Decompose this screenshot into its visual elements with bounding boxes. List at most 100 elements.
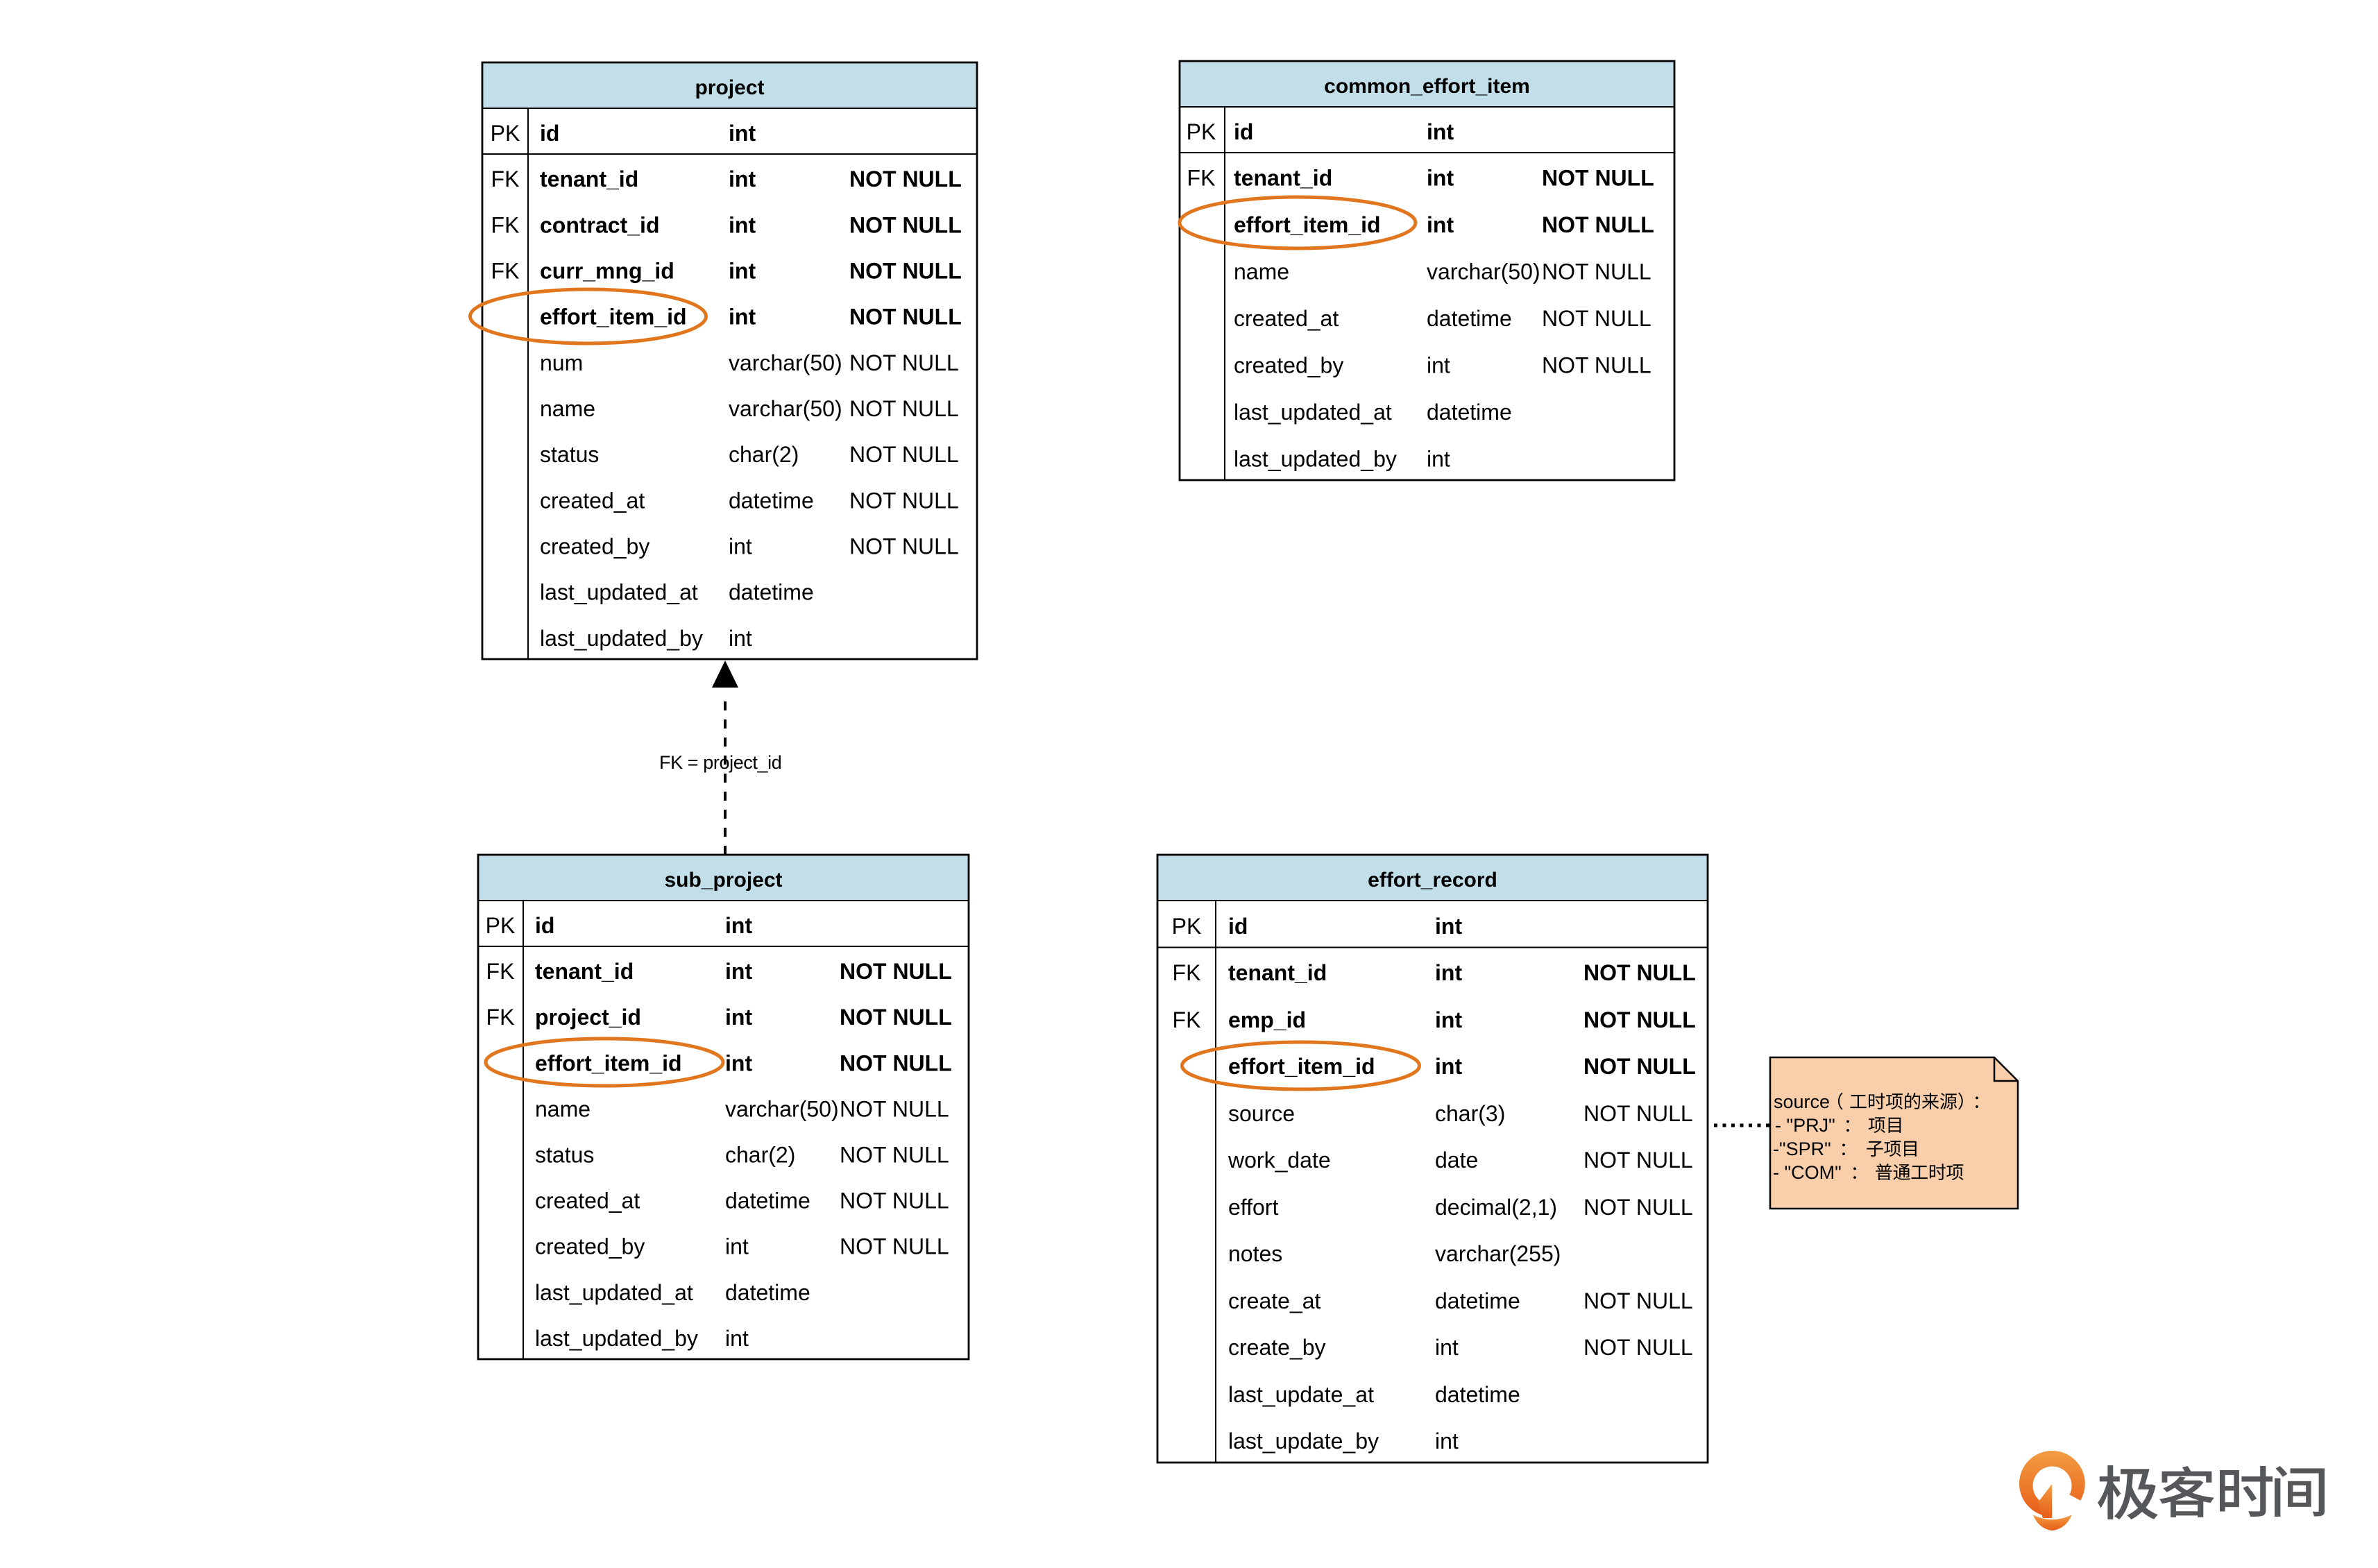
svg-text:NOT NULL: NOT NULL <box>1583 1335 1693 1360</box>
svg-text:PK: PK <box>486 913 516 938</box>
svg-text:tenant_id: tenant_id <box>1228 960 1327 985</box>
svg-text:status: status <box>540 442 599 467</box>
svg-text:int: int <box>725 1326 749 1351</box>
svg-text:int: int <box>729 534 752 559</box>
svg-text:NOT NULL: NOT NULL <box>840 959 952 984</box>
svg-text:effort_item_id: effort_item_id <box>1234 212 1381 237</box>
svg-text:date: date <box>1435 1148 1478 1173</box>
svg-text:emp_id: emp_id <box>1228 1007 1306 1032</box>
svg-text:NOT NULL: NOT NULL <box>1583 1054 1696 1079</box>
svg-text:varchar(255): varchar(255) <box>1435 1241 1561 1266</box>
svg-text:NOT NULL: NOT NULL <box>1583 1195 1693 1220</box>
svg-text:int: int <box>1427 166 1454 191</box>
svg-text:NOT NULL: NOT NULL <box>849 442 959 467</box>
svg-text:NOT NULL: NOT NULL <box>849 212 962 237</box>
svg-text:contract_id: contract_id <box>540 212 659 237</box>
svg-text:varchar(50): varchar(50) <box>725 1096 839 1121</box>
svg-text:NOT NULL: NOT NULL <box>1542 306 1651 331</box>
svg-text:name: name <box>1234 259 1289 284</box>
svg-text:NOT NULL: NOT NULL <box>849 259 962 284</box>
svg-text:FK: FK <box>491 167 520 191</box>
svg-text:int: int <box>725 959 752 984</box>
svg-text:tenant_id: tenant_id <box>1234 166 1332 191</box>
svg-text:NOT NULL: NOT NULL <box>1583 1101 1693 1126</box>
svg-text:datetime: datetime <box>1435 1382 1520 1407</box>
svg-text:effort_item_id: effort_item_id <box>1228 1054 1375 1079</box>
svg-text:int: int <box>1435 1429 1459 1454</box>
svg-text:effort_item_id: effort_item_id <box>535 1050 682 1075</box>
svg-text:NOT NULL: NOT NULL <box>849 396 959 421</box>
svg-text:last_updated_by: last_updated_by <box>535 1326 698 1351</box>
svg-text:effort_record: effort_record <box>1368 869 1497 892</box>
svg-text:NOT NULL: NOT NULL <box>1583 960 1696 985</box>
svg-text:- "COM": - "COM" <box>1773 1162 1842 1183</box>
svg-text:NOT NULL: NOT NULL <box>840 1234 949 1259</box>
svg-text:NOT NULL: NOT NULL <box>840 1050 952 1075</box>
svg-text:int: int <box>729 167 756 191</box>
svg-text:FK: FK <box>1173 960 1201 985</box>
svg-text:int: int <box>729 626 752 651</box>
svg-text:FK: FK <box>486 959 515 984</box>
svg-text:FK: FK <box>1173 1007 1201 1032</box>
svg-text:int: int <box>1427 352 1450 377</box>
svg-text:-"SPR": -"SPR" <box>1773 1139 1831 1159</box>
svg-text:created_by: created_by <box>540 534 649 559</box>
svg-text:datetime: datetime <box>1435 1288 1520 1313</box>
svg-text:int: int <box>1435 1335 1459 1360</box>
svg-text:int: int <box>729 121 756 146</box>
svg-text:PK: PK <box>1172 914 1202 939</box>
svg-text:int: int <box>1427 119 1454 144</box>
svg-text:created_at: created_at <box>535 1188 640 1213</box>
svg-text:tenant_id: tenant_id <box>540 167 638 191</box>
svg-text:created_at: created_at <box>540 488 645 513</box>
svg-text:id: id <box>1234 119 1253 144</box>
svg-text:NOT NULL: NOT NULL <box>849 305 962 330</box>
svg-text:NOT NULL: NOT NULL <box>1583 1288 1693 1313</box>
svg-text:source: source <box>1774 1091 1830 1112</box>
svg-text:decimal(2,1): decimal(2,1) <box>1435 1195 1557 1220</box>
svg-text:char(2): char(2) <box>725 1143 795 1168</box>
svg-text:NOT NULL: NOT NULL <box>849 350 959 375</box>
svg-text:- "PRJ": - "PRJ" <box>1775 1115 1835 1136</box>
svg-text:int: int <box>1427 212 1454 237</box>
svg-text:num: num <box>540 350 583 375</box>
svg-text:int: int <box>1435 960 1462 985</box>
svg-text:varchar(50): varchar(50) <box>729 350 842 375</box>
svg-text:created_by: created_by <box>535 1234 645 1259</box>
svg-text:NOT NULL: NOT NULL <box>1542 166 1654 191</box>
svg-text:last_updated_at: last_updated_at <box>540 580 698 605</box>
svg-text:varchar(50): varchar(50) <box>729 396 842 421</box>
svg-text:project: project <box>695 76 764 99</box>
svg-text:int: int <box>729 305 756 330</box>
svg-text:source: source <box>1228 1101 1295 1126</box>
svg-text:id: id <box>1228 914 1248 939</box>
svg-text:name: name <box>535 1096 591 1121</box>
svg-text:notes: notes <box>1228 1241 1282 1266</box>
svg-text:last_updated_by: last_updated_by <box>1234 446 1397 471</box>
svg-text:common_effort_item: common_effort_item <box>1324 75 1530 98</box>
svg-text:int: int <box>1435 1007 1462 1032</box>
svg-text:int: int <box>729 259 756 284</box>
svg-text:int: int <box>1435 1054 1462 1079</box>
svg-text:int: int <box>725 1050 752 1075</box>
svg-text:sub_project: sub_project <box>664 869 782 892</box>
svg-text:create_at: create_at <box>1228 1288 1321 1313</box>
svg-text:NOT NULL: NOT NULL <box>849 488 959 513</box>
svg-text:FK: FK <box>486 1005 515 1030</box>
svg-text:last_update_at: last_update_at <box>1228 1382 1374 1407</box>
svg-text:last_updated_at: last_updated_at <box>535 1280 693 1305</box>
svg-text:status: status <box>535 1143 594 1168</box>
svg-text:effort_item_id: effort_item_id <box>540 305 687 330</box>
svg-text:NOT NULL: NOT NULL <box>840 1188 949 1213</box>
svg-text:NOT NULL: NOT NULL <box>1583 1007 1696 1032</box>
svg-text:int: int <box>1427 446 1450 471</box>
svg-text:FK = project_id: FK = project_id <box>659 752 781 773</box>
svg-text:id: id <box>535 913 554 938</box>
svg-text:NOT NULL: NOT NULL <box>1542 352 1651 377</box>
svg-text:last_updated_by: last_updated_by <box>540 626 703 651</box>
svg-text:created_at: created_at <box>1234 306 1339 331</box>
svg-text:datetime: datetime <box>729 580 814 605</box>
svg-text:NOT NULL: NOT NULL <box>849 534 959 559</box>
svg-text:project_id: project_id <box>535 1005 641 1030</box>
svg-text:int: int <box>725 1234 749 1259</box>
